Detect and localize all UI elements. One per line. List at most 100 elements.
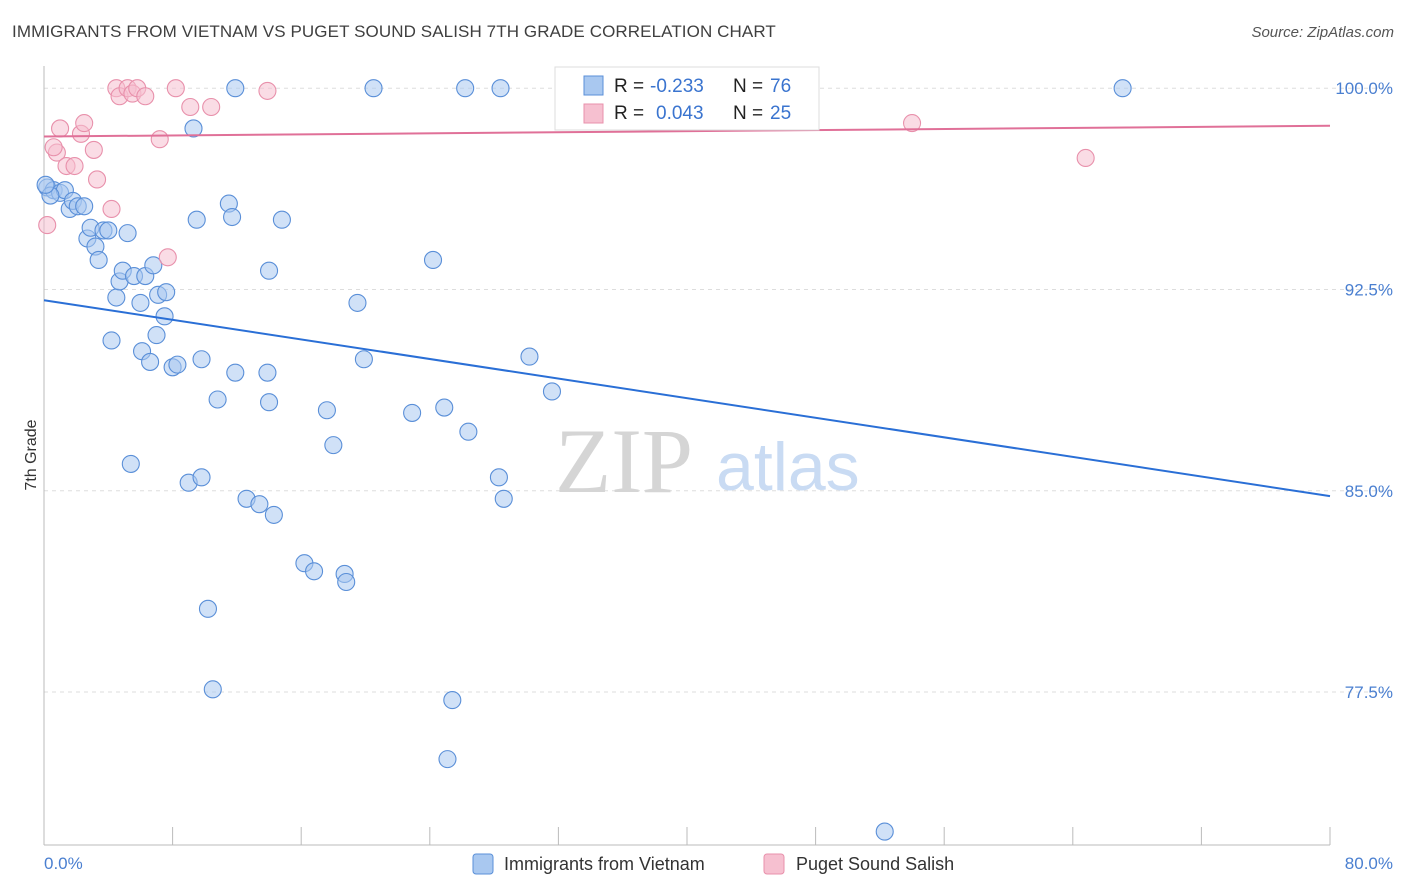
bottom-legend: Immigrants from Vietnam Puget Sound Sali…	[472, 853, 954, 875]
point-vietnam-62	[324, 436, 343, 455]
point-vietnam-13	[99, 221, 118, 240]
source-credit: Source: ZipAtlas.com	[1251, 24, 1394, 41]
point-salish-23	[1076, 148, 1095, 168]
y-tick-label-1: 85.0%	[1345, 482, 1393, 501]
point-vietnam-14	[107, 288, 126, 307]
stats-legend-swatch-blue	[583, 75, 604, 96]
point-salish-20	[202, 97, 221, 117]
point-vietnam-55	[542, 382, 562, 401]
x-tick-label-0: 0.0%	[44, 854, 83, 873]
point-vietnam-47	[258, 363, 277, 382]
point-vietnam-7	[75, 197, 94, 216]
point-vietnam-48	[259, 393, 279, 412]
legend-swatch-salish	[763, 853, 785, 875]
point-vietnam-24	[157, 283, 176, 302]
point-vietnam-71	[443, 691, 462, 710]
series-salish-points	[38, 79, 1095, 267]
point-salish-19	[181, 97, 200, 117]
point-vietnam-69	[198, 599, 218, 618]
point-vietnam-30	[259, 261, 279, 280]
point-vietnam-68	[337, 572, 356, 592]
point-vietnam-38	[102, 331, 121, 350]
point-vietnam-31	[272, 210, 291, 229]
grid-layer	[44, 87, 1390, 693]
point-vietnam-25	[184, 119, 203, 138]
watermark-zip: ZIP	[555, 410, 693, 512]
point-vietnam-23	[155, 307, 174, 326]
point-salish-15	[136, 87, 155, 106]
point-salish-16	[150, 130, 169, 149]
stats-n-value-blue: 76	[770, 76, 791, 97]
point-vietnam-44	[192, 350, 211, 369]
point-vietnam-56	[121, 454, 140, 473]
legend-label-vietnam: Immigrants from Vietnam	[504, 854, 705, 874]
point-salish-24	[44, 138, 63, 157]
series-vietnam-points	[36, 79, 1132, 841]
point-salish-8	[87, 170, 107, 189]
y-axis-label: 7th Grade	[23, 419, 40, 490]
point-vietnam-41	[147, 326, 166, 345]
stats-r-label-pink: R =	[614, 103, 644, 124]
stats-legend-swatch-pink	[583, 103, 604, 124]
point-salish-21	[258, 81, 277, 100]
point-vietnam-33	[364, 79, 383, 98]
axes-layer	[43, 66, 1331, 846]
trend-line-vietnam	[43, 299, 1331, 498]
point-vietnam-51	[403, 403, 422, 422]
point-vietnam-11	[89, 250, 108, 270]
legend-swatch-vietnam	[472, 853, 494, 875]
tick-labels: 77.5% 85.0% 92.5% 100.0% 0.0% 80.0%	[44, 79, 1393, 873]
point-vietnam-46	[226, 363, 245, 382]
point-vietnam-61	[264, 505, 283, 524]
point-vietnam-43	[168, 355, 187, 374]
stats-r-label-blue: R =	[614, 76, 644, 97]
point-vietnam-75	[36, 175, 55, 194]
point-vietnam-58	[192, 468, 211, 487]
point-salish-0	[38, 216, 57, 235]
point-vietnam-29	[226, 79, 245, 98]
point-vietnam-36	[491, 79, 510, 98]
chart-title: IMMIGRANTS FROM VIETNAM VS PUGET SOUND S…	[12, 22, 776, 41]
stats-legend: R = -0.233 N = 76 R = 0.043 N = 25	[554, 66, 820, 131]
trend-lines	[43, 124, 1331, 498]
point-salish-7	[84, 140, 103, 159]
y-tick-label-3: 100.0%	[1335, 79, 1393, 98]
watermark-atlas: atlas	[716, 429, 860, 505]
point-vietnam-37	[1113, 79, 1132, 98]
point-salish-4	[65, 156, 84, 176]
point-vietnam-40	[141, 352, 160, 371]
point-vietnam-70	[203, 680, 222, 699]
point-vietnam-32	[348, 293, 367, 312]
stats-r-value-blue: -0.233	[650, 76, 704, 97]
point-salish-18	[166, 79, 185, 98]
point-vietnam-53	[459, 422, 478, 441]
point-salish-22	[902, 114, 922, 133]
point-vietnam-72	[438, 750, 457, 769]
point-vietnam-45	[208, 390, 227, 409]
point-vietnam-50	[354, 350, 373, 369]
stats-r-value-pink: 0.043	[656, 103, 704, 124]
point-vietnam-73	[875, 822, 894, 841]
point-salish-17	[158, 248, 177, 267]
stats-n-label-blue: N =	[733, 76, 763, 97]
point-vietnam-34	[423, 250, 443, 270]
point-vietnam-63	[489, 468, 508, 487]
point-vietnam-35	[456, 79, 475, 98]
point-vietnam-54	[520, 347, 539, 366]
point-vietnam-19	[131, 293, 150, 312]
trend-line-salish	[43, 124, 1331, 138]
point-vietnam-17	[118, 224, 137, 243]
point-vietnam-26	[187, 210, 206, 229]
point-vietnam-64	[494, 489, 513, 508]
point-vietnam-49	[317, 401, 336, 420]
y-tick-label-2: 92.5%	[1345, 280, 1393, 299]
stats-n-value-pink: 25	[770, 103, 791, 124]
point-salish-2	[51, 119, 70, 138]
point-salish-9	[102, 199, 121, 219]
point-vietnam-52	[435, 398, 454, 417]
point-salish-6	[75, 114, 94, 133]
legend-label-salish: Puget Sound Salish	[796, 854, 954, 874]
point-vietnam-28	[223, 207, 242, 227]
y-tick-label-0: 77.5%	[1345, 683, 1393, 702]
